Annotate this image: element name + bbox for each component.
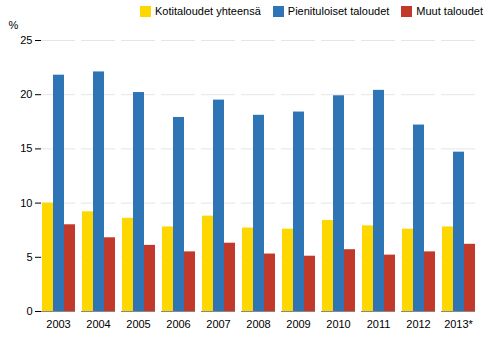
svg-text:10: 10 bbox=[20, 197, 32, 209]
svg-text:2007: 2007 bbox=[206, 318, 230, 330]
html-text:Muut taloudet: Muut taloudet bbox=[416, 5, 483, 17]
svg-text:2004: 2004 bbox=[86, 318, 110, 330]
svg-text:20: 20 bbox=[20, 88, 32, 100]
svg-text:2013*: 2013* bbox=[444, 318, 473, 330]
svg-text:2005: 2005 bbox=[126, 318, 150, 330]
html-text:Kotitaloudet yhteensä: Kotitaloudet yhteensä bbox=[155, 5, 261, 17]
svg-text:5: 5 bbox=[26, 251, 32, 263]
svg-text:2011: 2011 bbox=[367, 318, 391, 330]
svg-text:15: 15 bbox=[20, 142, 32, 154]
svg-text:%: % bbox=[9, 19, 19, 31]
svg-text:0: 0 bbox=[26, 305, 32, 317]
html-text:Pienituloiset taloudet: Pienituloiset taloudet bbox=[287, 5, 390, 17]
svg-text:2006: 2006 bbox=[166, 318, 190, 330]
svg-text:2003: 2003 bbox=[46, 318, 70, 330]
svg-text:2009: 2009 bbox=[286, 318, 310, 330]
svg-text:2010: 2010 bbox=[326, 318, 350, 330]
svg-text:2012: 2012 bbox=[406, 318, 430, 330]
svg-text:2008: 2008 bbox=[246, 318, 270, 330]
svg-text:25: 25 bbox=[20, 34, 32, 46]
